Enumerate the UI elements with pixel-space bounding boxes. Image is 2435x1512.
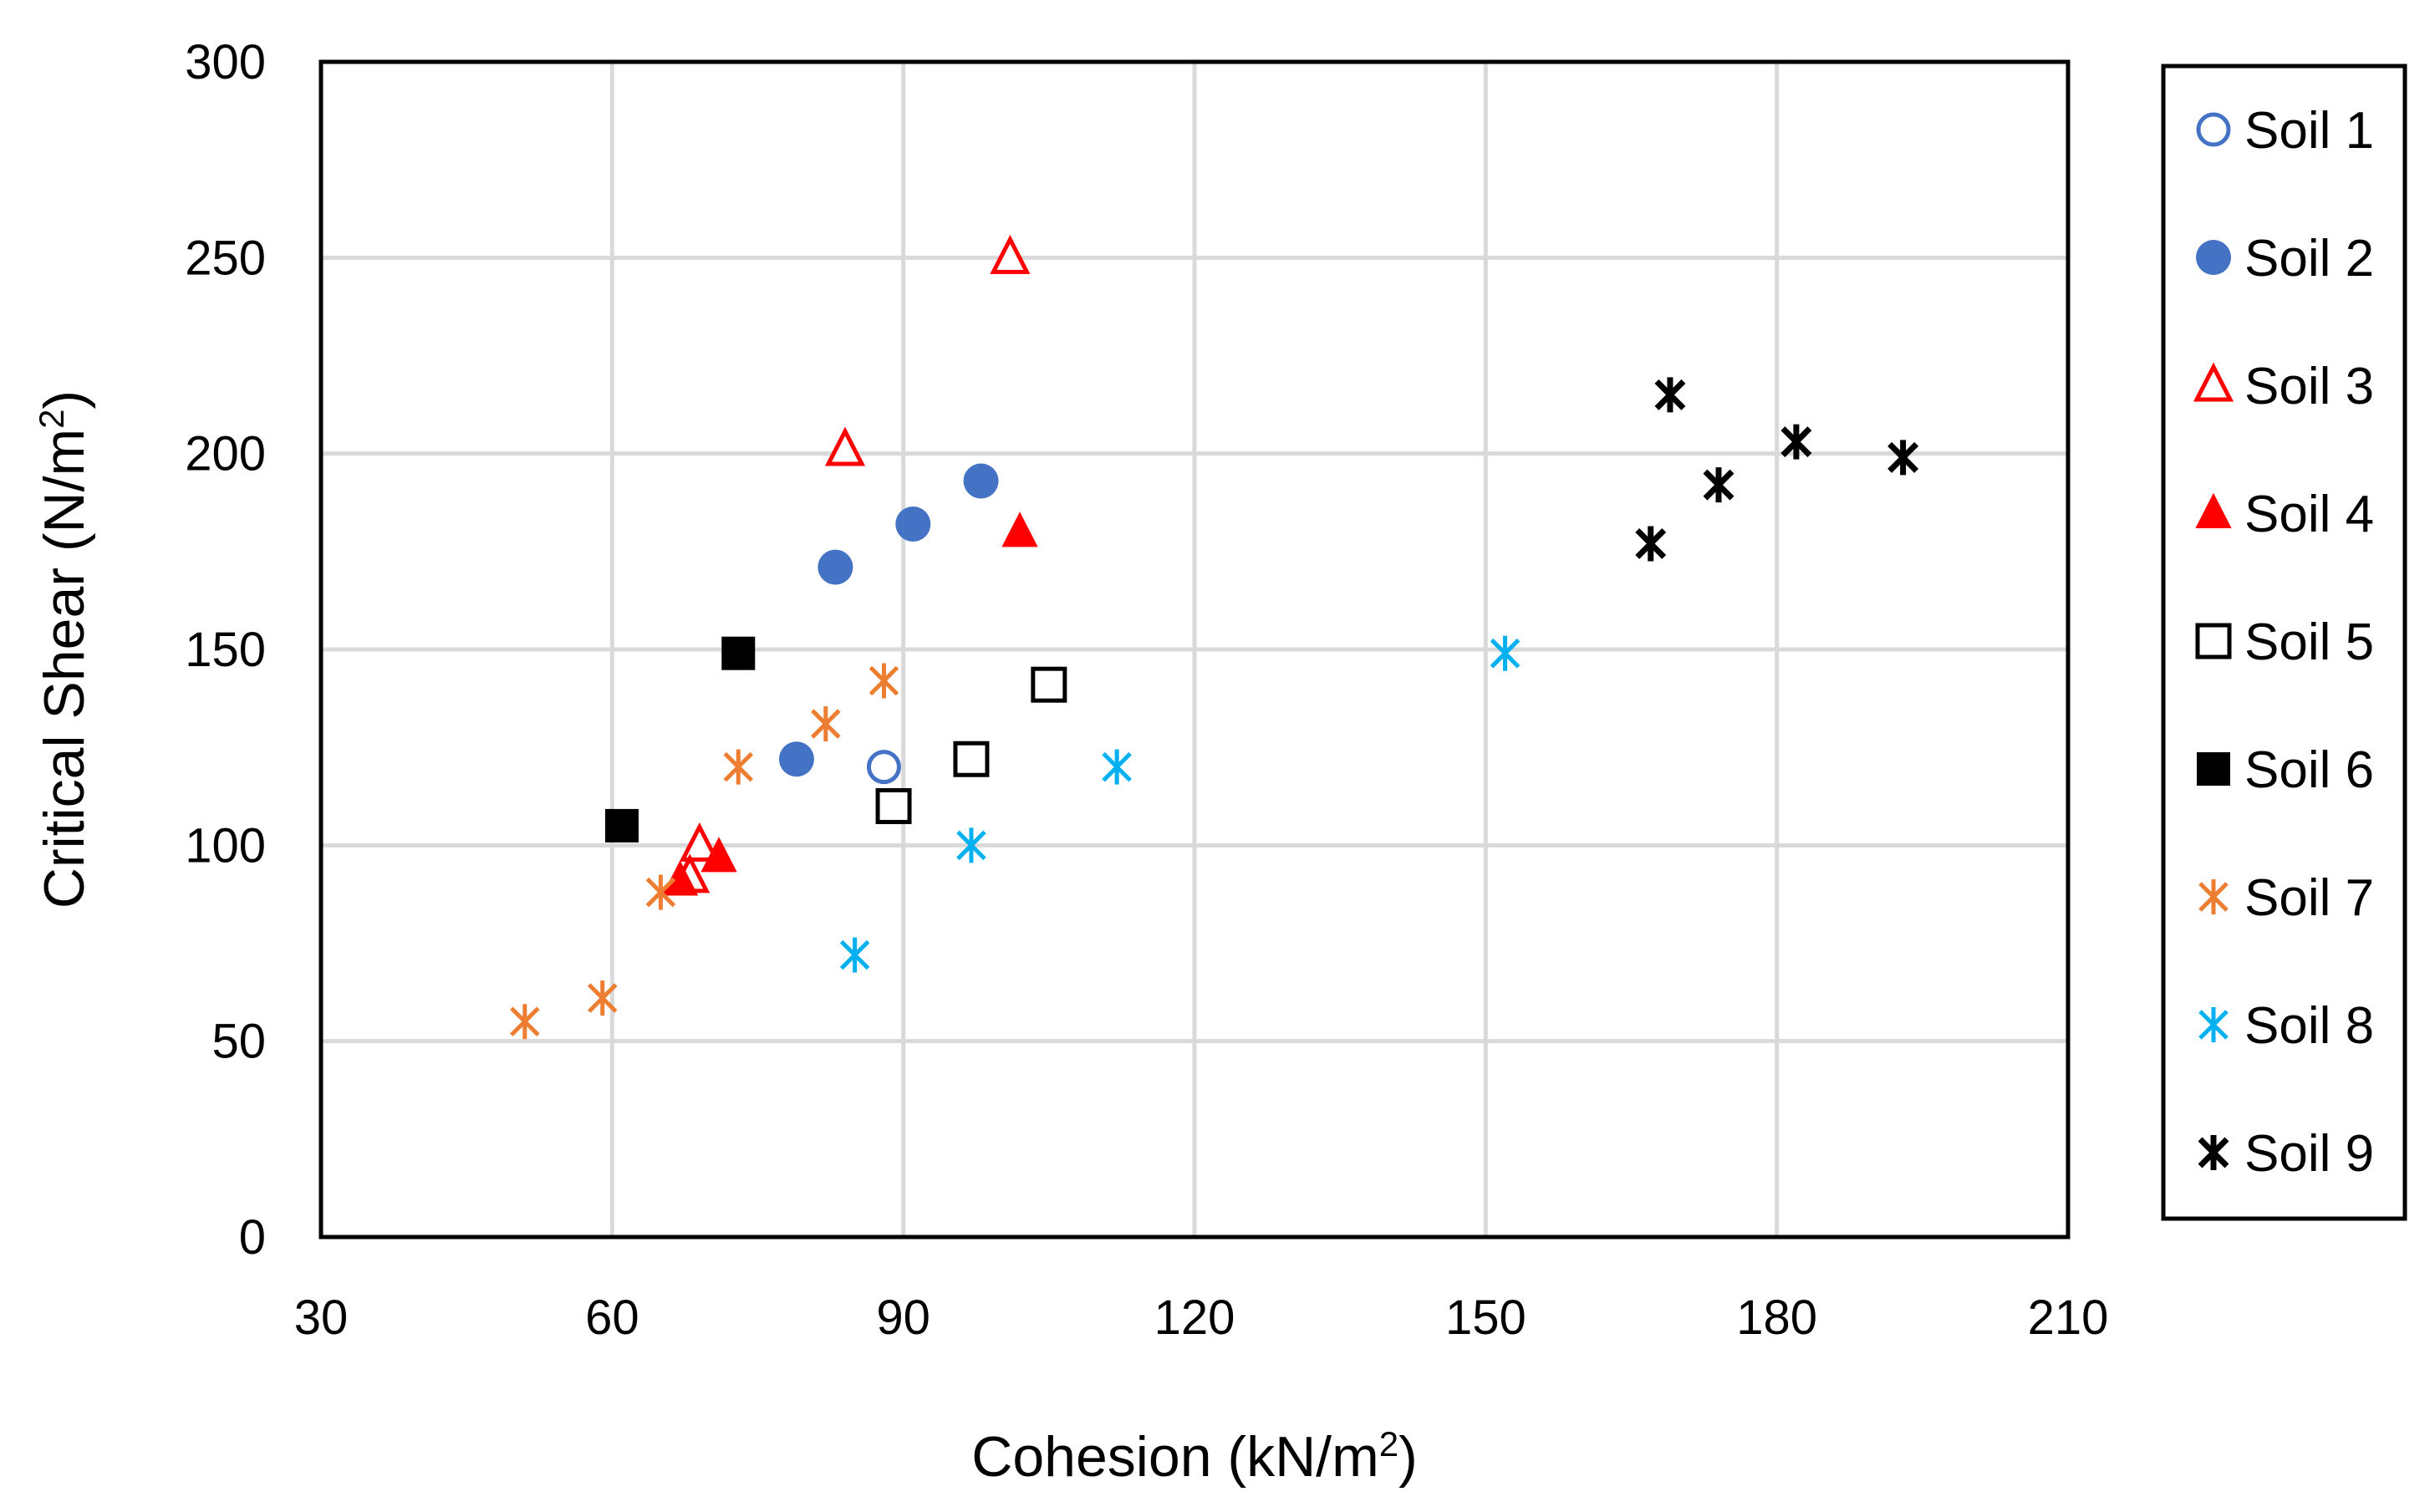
- legend-label: Soil 2: [2244, 230, 2374, 288]
- point-soil-9: [1887, 440, 1919, 476]
- point-soil-4: [1001, 512, 1038, 547]
- point-soil-7: [723, 749, 754, 785]
- legend-label: Soil 5: [2244, 613, 2374, 671]
- y-tick-label: 200: [185, 427, 266, 481]
- point-soil-7: [869, 663, 899, 699]
- x-tick-label: 210: [2028, 1291, 2109, 1345]
- legend-item-soil-5: Soil 5: [2195, 613, 2374, 671]
- legend-item-soil-4: Soil 4: [2195, 486, 2374, 543]
- point-soil-8: [956, 827, 986, 863]
- y-axis-title: Critical Shear (N/m2): [32, 390, 96, 909]
- legend-label: Soil 8: [2244, 997, 2374, 1055]
- x-axis-ticks: 30 60 90 120 150 180 210: [294, 1291, 2109, 1345]
- point-soil-2: [778, 741, 814, 777]
- point-soil-2: [963, 463, 999, 499]
- point-soil-9: [1635, 526, 1667, 562]
- point-soil-7: [811, 706, 841, 742]
- point-soil-5: [953, 741, 990, 777]
- legend-item-soil-8: Soil 8: [2198, 997, 2374, 1055]
- legend-marker: [2193, 362, 2234, 402]
- legend-label: Soil 7: [2244, 869, 2374, 927]
- legend-item-soil-3: Soil 3: [2193, 358, 2374, 415]
- y-tick-label: 100: [185, 818, 266, 873]
- legend-label: Soil 1: [2244, 102, 2374, 160]
- x-tick-label: 60: [585, 1291, 639, 1345]
- gridlines: [321, 62, 2068, 1237]
- x-tick-label: 30: [294, 1291, 349, 1345]
- point-soil-3: [990, 234, 1031, 274]
- legend-item-soil-2: Soil 2: [2196, 230, 2374, 288]
- point-soil-9: [1703, 467, 1735, 503]
- x-axis-title: Cohesion (kN/m2): [971, 1424, 1418, 1489]
- point-soil-5: [875, 787, 912, 824]
- y-tick-label: 250: [185, 231, 266, 285]
- legend-marker: [2196, 240, 2231, 275]
- point-soil-6: [721, 636, 756, 670]
- plot-area-frame: [318, 59, 2071, 1240]
- legend-label: Soil 3: [2244, 358, 2374, 415]
- legend-item-soil-1: Soil 1: [2196, 102, 2374, 160]
- point-soil-1: [866, 750, 901, 785]
- point-soil-9: [1654, 377, 1686, 413]
- point-soil-5: [1031, 666, 1067, 703]
- legend-marker: [2196, 112, 2231, 147]
- y-tick-label: 150: [185, 623, 266, 677]
- point-soil-2: [895, 507, 931, 542]
- y-tick-label: 0: [239, 1210, 266, 1265]
- legend-label: Soil 6: [2244, 741, 2374, 799]
- x-tick-label: 90: [876, 1291, 930, 1345]
- point-soil-9: [1780, 424, 1812, 460]
- y-tick-label: 300: [185, 35, 266, 89]
- point-soil-8: [839, 937, 870, 973]
- legend-item-soil-9: Soil 9: [2198, 1125, 2374, 1183]
- legend-marker: [2197, 752, 2230, 786]
- point-soil-6: [604, 808, 639, 843]
- legend-marker: [2198, 879, 2229, 914]
- point-soil-4: [700, 837, 737, 873]
- legend-label: Soil 9: [2244, 1125, 2374, 1183]
- point-soil-8: [1490, 635, 1521, 671]
- x-tick-label: 150: [1445, 1291, 1526, 1345]
- x-tick-label: 180: [1736, 1291, 1817, 1345]
- legend: Soil 1 Soil 2 Soil 3 Soil 4 Soil 5 Soil 6 Soil…: [2161, 64, 2407, 1221]
- y-axis-ticks: 0 50 100 150 200 250 300: [185, 35, 266, 1265]
- legend-item-soil-6: Soil 6: [2197, 741, 2374, 799]
- point-soil-3: [824, 426, 866, 466]
- point-soil-2: [818, 549, 853, 585]
- point-soil-7: [645, 874, 676, 910]
- point-soil-7: [587, 980, 618, 1016]
- legend-marker: [2198, 1135, 2229, 1170]
- point-soil-3: [679, 822, 720, 862]
- legend-marker: [2195, 623, 2232, 659]
- legend-marker: [2198, 1007, 2229, 1042]
- point-soil-7: [510, 1004, 540, 1040]
- legend-item-soil-7: Soil 7: [2198, 869, 2374, 927]
- x-tick-label: 120: [1154, 1291, 1235, 1345]
- legend-marker: [2195, 492, 2232, 528]
- legend-label: Soil 4: [2244, 486, 2374, 543]
- y-tick-label: 50: [211, 1015, 266, 1069]
- data-points: [510, 234, 1919, 1040]
- point-soil-8: [1102, 749, 1132, 785]
